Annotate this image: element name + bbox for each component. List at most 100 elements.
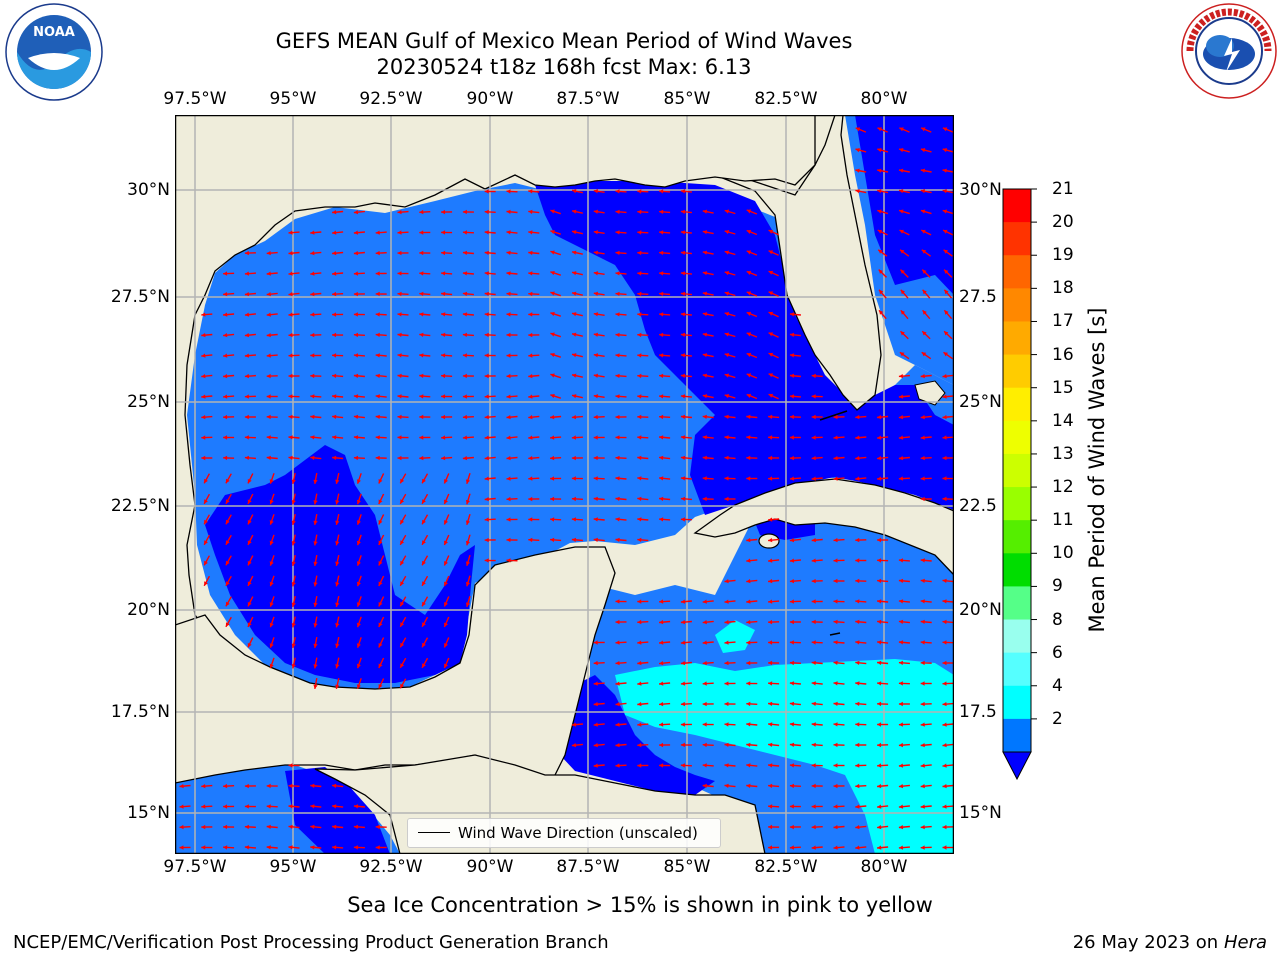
wind-arrow-head: [724, 722, 729, 727]
wind-arrow-head: [484, 456, 489, 461]
wind-arrow-head: [789, 742, 795, 747]
wind-arrow-head: [244, 250, 249, 256]
wind-arrow-head: [746, 373, 752, 378]
wind-arrow-head: [659, 620, 664, 625]
wind-arrow-head: [789, 599, 794, 604]
wind-arrow-head: [223, 824, 228, 830]
atlantic-deep: [855, 115, 954, 295]
wind-arrow-head: [724, 496, 729, 502]
wind-arrow-head: [266, 312, 271, 317]
wind-arrow-head: [528, 394, 533, 399]
wind-arrow-head: [332, 373, 337, 378]
wind-arrow-head: [789, 701, 795, 706]
wind-arrow-head: [680, 620, 686, 625]
wind-arrow-head: [444, 520, 448, 525]
wind-arrow-head: [310, 230, 315, 235]
wind-arrow-head: [637, 537, 642, 542]
wind-arrow-head: [724, 763, 729, 768]
wind-arrow-head: [506, 353, 511, 358]
wind-arrow-head: [789, 681, 794, 686]
wind-arrow-head: [659, 496, 664, 501]
wind-arrow-head: [637, 742, 642, 748]
wind-arrow-head: [922, 289, 927, 295]
wind-arrow-head: [419, 414, 424, 420]
wind-arrow-head: [899, 127, 904, 132]
wind-arrow-head: [877, 804, 882, 809]
wind-arrow-head: [855, 148, 860, 153]
wind-arrow-head: [288, 292, 293, 297]
wind-arrow-head: [528, 353, 533, 358]
wind-arrow-head: [855, 763, 860, 768]
wind-arrow-head: [593, 435, 598, 440]
wind-arrow-head: [201, 312, 206, 317]
wind-arrow-head: [462, 312, 468, 317]
wind-arrow-head: [877, 722, 882, 727]
wind-arrow-head: [724, 681, 729, 686]
wind-arrow-head: [353, 435, 358, 440]
wind-arrow-head: [637, 496, 642, 501]
wind-arrow-head: [942, 209, 948, 214]
wind-arrow-head: [528, 312, 533, 317]
wind-arrow-head: [702, 291, 708, 296]
noaa-logo: NOAA: [5, 3, 103, 101]
wind-arrow-head: [637, 353, 642, 358]
wind-arrow-head: [768, 763, 773, 768]
wind-arrow-head: [375, 435, 380, 440]
wind-arrow-head: [680, 701, 685, 707]
wind-arrow-head: [244, 435, 249, 440]
wind-arrow-head: [484, 250, 489, 255]
sea-ice-note-text: Sea Ice Concentration > 15% is shown in …: [347, 893, 933, 917]
wind-arrow-head: [789, 435, 794, 440]
wind-arrow-head: [942, 168, 947, 173]
wind-arrow-head: [201, 824, 206, 830]
wind-arrow-head: [266, 251, 271, 256]
wind-arrow-head: [422, 642, 426, 648]
wind-arrow-head: [877, 619, 882, 624]
wind-arrow-head: [201, 394, 206, 399]
map-subtitle: 20230524 t18z 168h fcst Max: 6.13: [376, 55, 752, 79]
wind-arrow-head: [201, 333, 206, 338]
wind-arrow-head: [789, 312, 795, 317]
wind-arrow-head: [899, 352, 905, 357]
wind-arrow-head: [247, 622, 252, 627]
wind-arrow-head: [768, 538, 773, 543]
wind-arrow-head: [899, 148, 904, 153]
wind-arrow-head: [204, 560, 208, 566]
wind-arrow-head: [637, 414, 642, 420]
wind-arrow-head: [920, 148, 926, 153]
wind-arrow-head: [680, 496, 685, 501]
wind-arrow-head: [400, 601, 405, 607]
wind-arrow-head: [702, 394, 708, 399]
wind-arrow-head: [702, 496, 707, 502]
wind-arrow-head: [441, 414, 446, 420]
wind-arrow-head: [528, 476, 533, 481]
wind-arrow-head: [768, 332, 774, 337]
wind-arrow-head: [313, 520, 318, 525]
wind-arrow-head: [484, 373, 489, 379]
wind-arrow-head: [811, 435, 816, 440]
wind-arrow-head: [572, 230, 577, 235]
wind-arrow-head: [506, 415, 511, 420]
wind-arrow-head: [833, 660, 838, 665]
wind-arrow-head: [724, 394, 730, 399]
wind-arrow-head: [855, 127, 861, 132]
wind-arrow-head: [811, 578, 816, 584]
wind-arrow-head: [332, 804, 337, 809]
wind-arrow-head: [811, 373, 816, 379]
wind-arrow-head: [920, 825, 925, 830]
wind-arrow-head: [244, 824, 249, 830]
wind-arrow-head: [877, 599, 882, 604]
wind-arrow-head: [353, 291, 358, 297]
wind-arrow-head: [465, 602, 470, 607]
colorbar-segment: [1003, 288, 1031, 322]
wind-arrow-head: [942, 722, 947, 727]
wind-arrow-head: [920, 681, 925, 686]
wind-arrow-head: [899, 209, 904, 214]
wind-arrow-head: [811, 394, 816, 399]
footer-branch: NCEP/EMC/Verification Post Processing Pr…: [13, 932, 609, 953]
wind-arrow-head: [266, 271, 271, 276]
wind-arrow-head: [768, 455, 773, 461]
wind-arrow-head: [768, 373, 774, 378]
wind-arrow-head: [898, 845, 903, 850]
wind-arrow-head: [789, 414, 794, 420]
